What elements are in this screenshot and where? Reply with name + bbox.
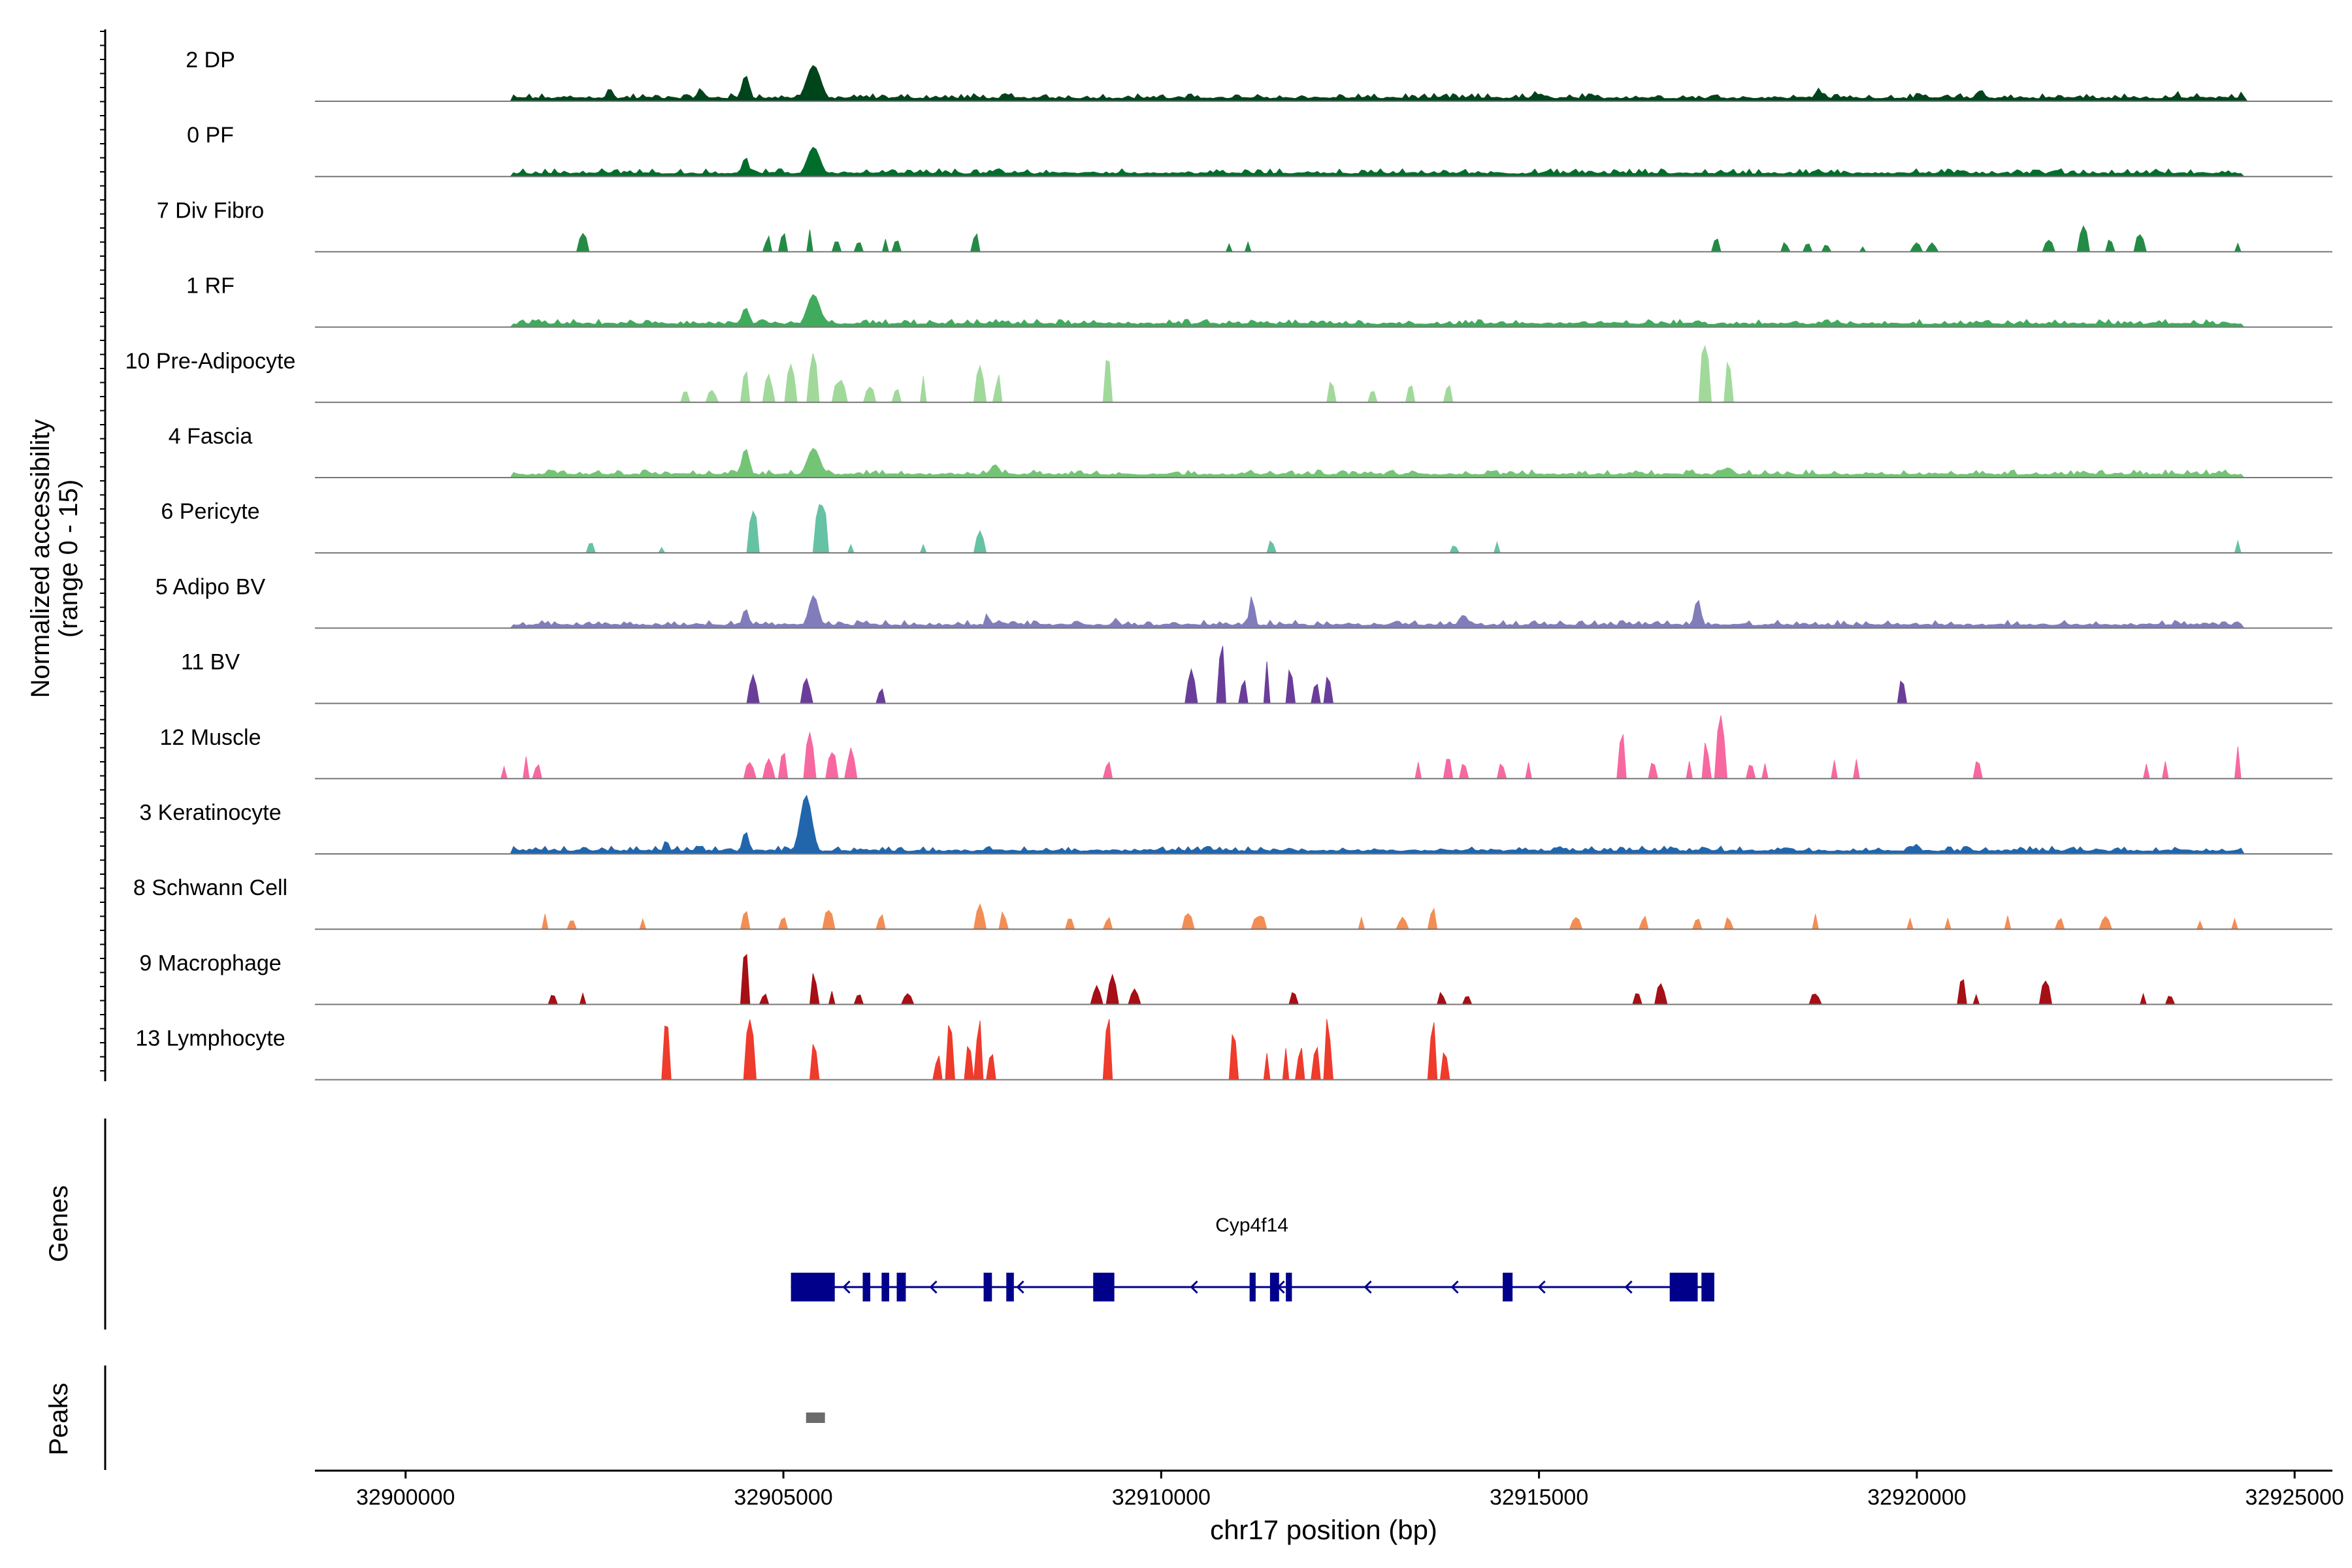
track: 10 Pre-Adipocyte: [125, 344, 2332, 403]
gene-name-label: Cyp4f14: [1215, 1215, 1288, 1236]
peaks-panel-label: Peaks: [44, 1382, 73, 1455]
track: 1 RF: [186, 274, 2332, 328]
strand-arrow: [1450, 1280, 1459, 1294]
track-coverage-area: [315, 65, 2332, 102]
gene-exon: [1269, 1273, 1279, 1301]
strand-arrow: [929, 1280, 938, 1294]
x-axis-label: chr17 position (bp): [1210, 1514, 1437, 1545]
gene-exon: [1249, 1273, 1256, 1301]
gene-model: Cyp4f14: [791, 1215, 1714, 1301]
track: 7 Div Fibro: [157, 198, 2332, 253]
x-axis-tick-label: 32915000: [1490, 1485, 1588, 1510]
y-axis-label-line2: (range 0 - 15): [54, 480, 83, 638]
x-axis-tick-label: 32900000: [356, 1485, 455, 1510]
track-label: 8 Schwann Cell: [133, 875, 287, 900]
coverage-tracks: 2 DP 0 PF 7 Div Fibro 1 RF 10 Pre-Adipocyte 4…: [125, 48, 2332, 1081]
track-label: 12 Muscle: [160, 725, 261, 750]
track: 5 Adipo BV: [155, 574, 2332, 629]
peak-regions: [806, 1413, 825, 1423]
gene-exon: [1093, 1273, 1115, 1301]
track-label: 5 Adipo BV: [155, 574, 266, 599]
gene-exon: [791, 1273, 835, 1301]
track-coverage-area: [315, 903, 2332, 930]
track: 3 Keratinocyte: [139, 794, 2332, 855]
track: 0 PF: [187, 123, 2332, 178]
track-coverage-area: [315, 448, 2332, 478]
strand-arrow: [842, 1280, 851, 1294]
track: 4 Fascia: [169, 424, 2332, 478]
track-label: 3 Keratinocyte: [139, 800, 281, 825]
x-axis-tick-label: 32925000: [2246, 1485, 2344, 1510]
strand-arrow: [1190, 1280, 1198, 1294]
track: 2 DP: [186, 48, 2332, 102]
track-label: 0 PF: [187, 123, 234, 148]
track: 9 Macrophage: [139, 951, 2332, 1005]
track: 6 Pericyte: [161, 499, 2332, 554]
track: 11 BV: [181, 645, 2332, 704]
track-label: 9 Macrophage: [139, 951, 281, 975]
track-label: 1 RF: [186, 274, 235, 299]
track-label: 6 Pericyte: [161, 499, 259, 524]
strand-arrow: [1537, 1280, 1546, 1294]
track-coverage-area: [315, 645, 2332, 704]
track-coverage-area: [315, 146, 2332, 177]
track-label: 10 Pre-Adipocyte: [125, 349, 296, 374]
track-coverage-area: [315, 794, 2332, 855]
gene-exon: [862, 1273, 871, 1301]
x-axis-tick-label: 32910000: [1112, 1485, 1211, 1510]
x-axis-tick-label: 32920000: [1867, 1485, 1966, 1510]
track-coverage-area: [315, 595, 2332, 629]
gene-exon: [983, 1273, 992, 1301]
track-coverage-area: [315, 225, 2332, 252]
track: 13 Lymphocyte: [135, 1019, 2332, 1081]
track-coverage-area: [315, 504, 2332, 553]
track: 8 Schwann Cell: [133, 875, 2332, 930]
strand-arrow: [1624, 1280, 1633, 1294]
y-axis-label-line1: Normalized accessibility: [26, 419, 55, 698]
gene-exon: [1669, 1273, 1698, 1301]
gene-exon: [1503, 1273, 1513, 1301]
gene-exon: [896, 1273, 906, 1301]
x-axis-tick-label: 32905000: [734, 1485, 832, 1510]
genes-panel-label: Genes: [44, 1185, 73, 1262]
track: 12 Muscle: [160, 715, 2332, 779]
y-axis: [100, 29, 106, 1081]
track-coverage-area: [315, 715, 2332, 779]
gene-exon: [1701, 1273, 1714, 1301]
track-label: 13 Lymphocyte: [135, 1026, 285, 1051]
strand-arrow: [1364, 1280, 1372, 1294]
track-coverage-area: [315, 294, 2332, 328]
track-label: 4 Fascia: [169, 424, 253, 449]
track-coverage-area: [315, 344, 2332, 403]
track-label: 7 Div Fibro: [157, 198, 264, 223]
track-label: 2 DP: [186, 48, 235, 73]
gene-exon: [881, 1273, 889, 1301]
gene-exon: [1006, 1273, 1014, 1301]
peak-region: [806, 1413, 825, 1423]
track-coverage-area: [315, 953, 2332, 1005]
track-label: 11 BV: [181, 650, 240, 675]
x-axis-ticks: 32900000 32905000 32910000 32915000 32920000…: [356, 1471, 2344, 1510]
track-coverage-area: [315, 1019, 2332, 1081]
gene-exon: [1286, 1273, 1292, 1301]
strand-arrow: [1016, 1280, 1024, 1294]
